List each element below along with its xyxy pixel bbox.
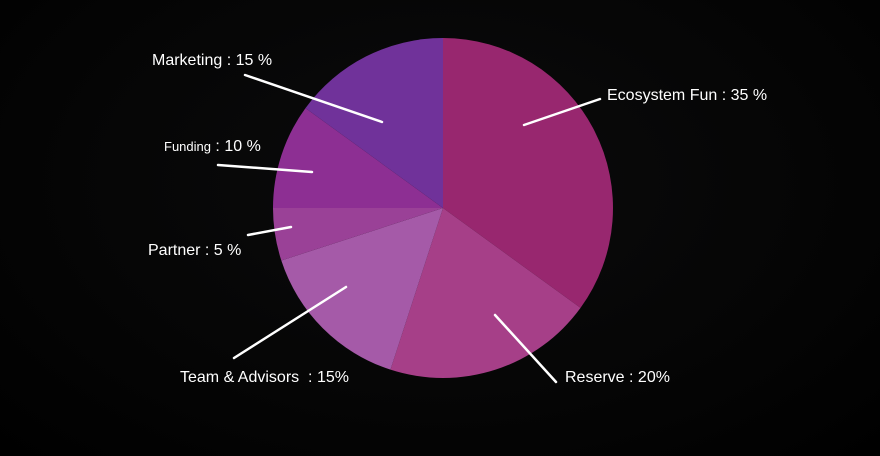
leader-line-team	[232, 285, 348, 360]
pie-slice-team-advisors	[281, 208, 443, 370]
label-funding: Funding : 10 %	[164, 138, 261, 155]
leader-line-partner	[246, 225, 293, 237]
pie-slice-partner	[273, 208, 443, 261]
pie-slice-funding	[273, 108, 443, 208]
leader-line-marketing	[243, 73, 384, 124]
label-partner: Partner : 5 %	[148, 242, 241, 259]
leader-line-funding	[216, 163, 314, 174]
label-team-advisors: Team & Advisors : 15%	[180, 369, 349, 386]
pie-slices	[273, 38, 613, 378]
slice-labels: Ecosystem Fun : 35 % Reserve : 20% Team …	[148, 52, 767, 386]
leader-line-reserve	[493, 313, 558, 384]
leader-lines	[216, 73, 602, 384]
pie-slice-ecosystem-fun	[443, 38, 613, 308]
pie-slice-marketing	[305, 38, 443, 208]
label-marketing: Marketing : 15 %	[152, 52, 272, 69]
leader-line-ecosystem	[522, 97, 602, 127]
pie-slice-reserve	[390, 208, 581, 378]
label-reserve: Reserve : 20%	[565, 369, 670, 386]
label-ecosystem: Ecosystem Fun : 35 %	[607, 87, 767, 104]
